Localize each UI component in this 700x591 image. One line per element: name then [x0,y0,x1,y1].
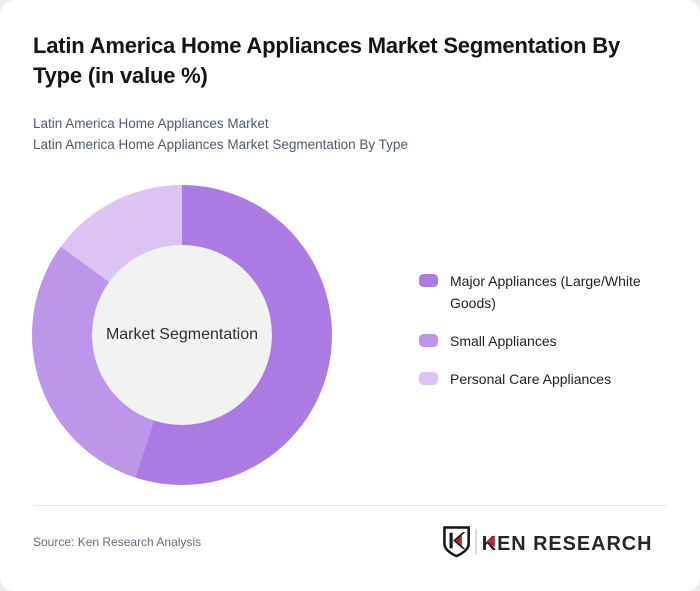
legend-item-small-appliances: Small Appliances [419,330,668,352]
subtitle-line-1: Latin America Home Appliances Market [33,116,269,131]
legend-item-personal-care-appliances: Personal Care Appliances [419,368,668,390]
legend-label-small-appliances: Small Appliances [450,333,557,349]
logo-wordmark-red-triangle [487,535,495,548]
subtitle-line-2: Latin America Home Appliances Market Seg… [33,137,408,152]
source-note: Source: Ken Research Analysis [33,535,202,549]
subtitle-block: Latin America Home Appliances Market Lat… [33,113,408,155]
legend-swatch-small-appliances [419,334,438,347]
legend-item-major-appliances: Major Appliances (Large/White Goods) [419,270,668,314]
logo-divider [475,528,477,555]
footer-divider [34,505,666,506]
legend-label-personal-care-appliances: Personal Care Appliances [450,371,612,387]
donut-center-label: Market Segmentation [105,326,259,343]
logo-wordmark: KEN RESEARCH [482,533,653,555]
legend-swatch-major-appliances [419,274,438,287]
shield-k-icon [443,526,470,558]
page-title: Latin America Home Appliances Market Seg… [33,33,621,88]
donut-hole: Market Segmentation [92,245,272,425]
donut-chart: Market Segmentation [32,185,332,485]
ken-research-logo: KEN RESEARCH [443,526,653,558]
legend-swatch-personal-care-appliances [419,372,438,385]
legend-label-major-appliances: Major Appliances (Large/White Goods) [450,273,641,311]
chart-legend: Major Appliances (Large/White Goods) Sma… [419,270,668,390]
